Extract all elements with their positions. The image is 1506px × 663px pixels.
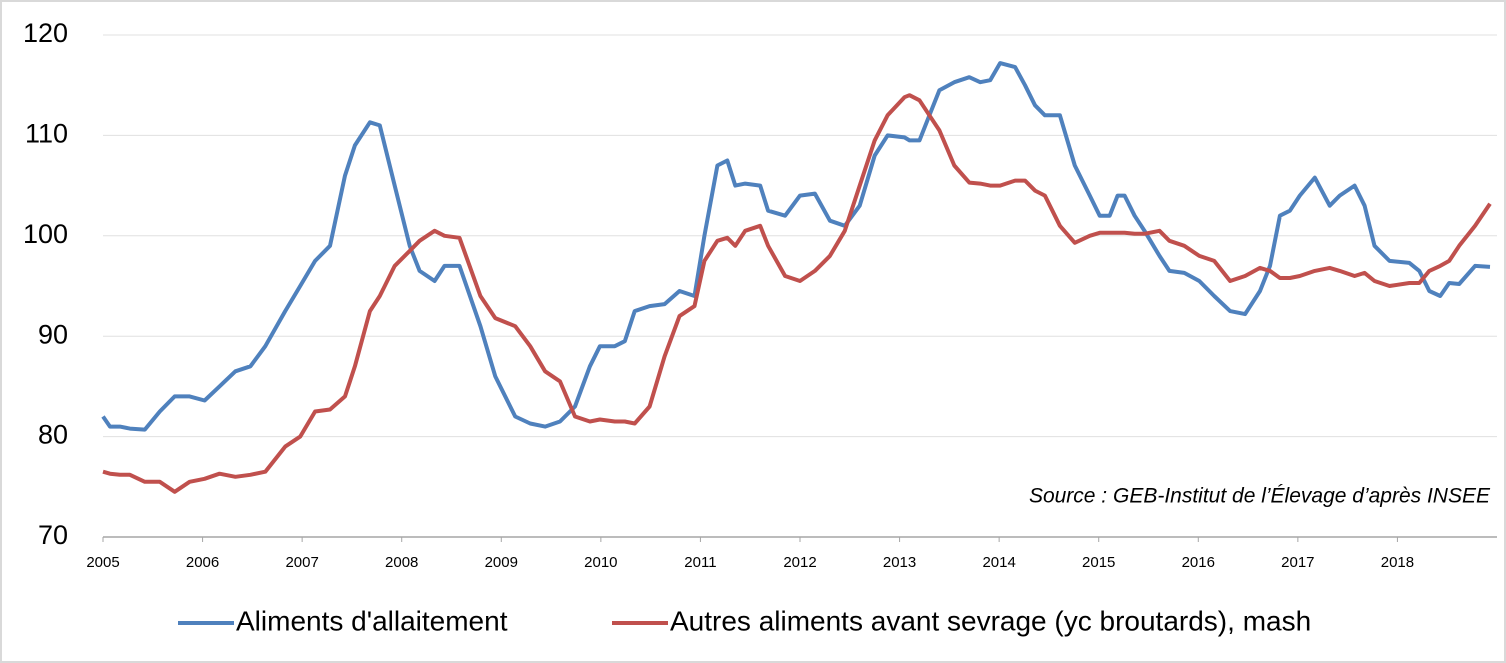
y-tick-label: 110 xyxy=(25,119,68,149)
x-tick-label: 2008 xyxy=(385,554,418,571)
series-line xyxy=(102,93,1492,494)
x-tick-label: 2005 xyxy=(86,554,119,571)
x-tick-label: 2007 xyxy=(285,554,318,571)
x-tick-label: 2006 xyxy=(186,554,219,571)
x-tick-label: 2015 xyxy=(1082,554,1115,571)
x-tick-label: 2012 xyxy=(783,554,816,571)
x-tick-label: 2009 xyxy=(485,554,518,571)
y-tick-label: 120 xyxy=(23,18,68,48)
x-tick-label: 2016 xyxy=(1182,554,1215,571)
x-tick-label: 2013 xyxy=(883,554,916,571)
legend-label: Autres aliments avant sevrage (yc brouta… xyxy=(670,605,1311,636)
x-tick-label: 2010 xyxy=(584,554,617,571)
series-line xyxy=(101,61,1491,432)
source-annotation: Source : GEB-Institut de l’Élevage d’apr… xyxy=(1029,485,1491,508)
x-tick-label: 2018 xyxy=(1381,554,1414,571)
y-tick-label: 70 xyxy=(38,520,68,550)
y-tick-label: 100 xyxy=(23,219,68,249)
legend-label: Aliments d'allaitement xyxy=(236,605,508,636)
y-tick-label: 90 xyxy=(38,319,68,349)
x-tick-label: 2011 xyxy=(684,554,716,571)
x-tick-label: 2014 xyxy=(982,554,1015,571)
y-tick-label: 80 xyxy=(38,420,68,450)
x-tick-label: 2017 xyxy=(1281,554,1314,571)
